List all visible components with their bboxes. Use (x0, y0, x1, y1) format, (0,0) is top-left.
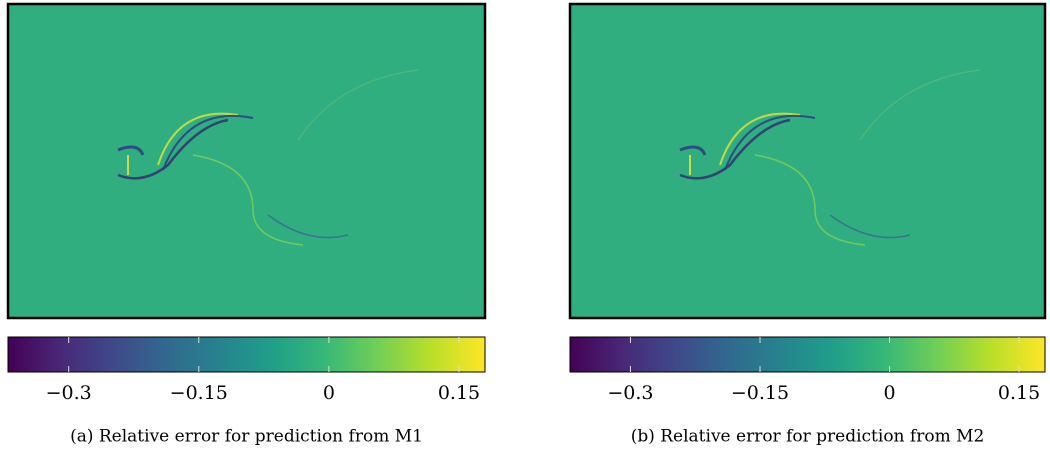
wake-feature (267, 214, 349, 239)
tick-label: 0.15 (438, 382, 480, 404)
wake-feature (162, 114, 254, 171)
wake-feature (117, 145, 145, 156)
wake-feature (754, 154, 866, 246)
colorbar (7, 336, 486, 373)
tick-label: 0 (323, 382, 335, 404)
wake-feature (157, 112, 239, 166)
caption: (b) Relative error for prediction from M… (631, 427, 985, 447)
wake-feature (719, 112, 801, 166)
wake-feature (859, 69, 981, 141)
wake-feature (297, 69, 419, 141)
tick-label: 0 (883, 382, 895, 404)
field (8, 4, 485, 318)
wake-feature (829, 214, 911, 239)
tick-label: −0.3 (607, 382, 653, 404)
wake-feature (679, 118, 791, 180)
wake-feature (724, 114, 816, 171)
colorbar (569, 336, 1046, 373)
wake-feature (117, 118, 229, 180)
tick-label: −0.15 (731, 382, 789, 404)
panel: −0.3 −0.15 0 0.15 (a) Relative error for pre… (6, 2, 487, 447)
wake-feature (192, 154, 304, 246)
wake-feature (679, 145, 707, 156)
frame (6, 2, 487, 320)
tick-label: −0.15 (170, 382, 228, 404)
field (570, 4, 1045, 318)
panel: −0.3 −0.15 0 0.15 (b) Relative error for pre… (568, 2, 1047, 447)
frame (568, 2, 1047, 320)
tick-label: 0.15 (998, 382, 1040, 404)
tick-label: −0.3 (46, 382, 92, 404)
caption: (a) Relative error for prediction from M… (70, 427, 423, 447)
